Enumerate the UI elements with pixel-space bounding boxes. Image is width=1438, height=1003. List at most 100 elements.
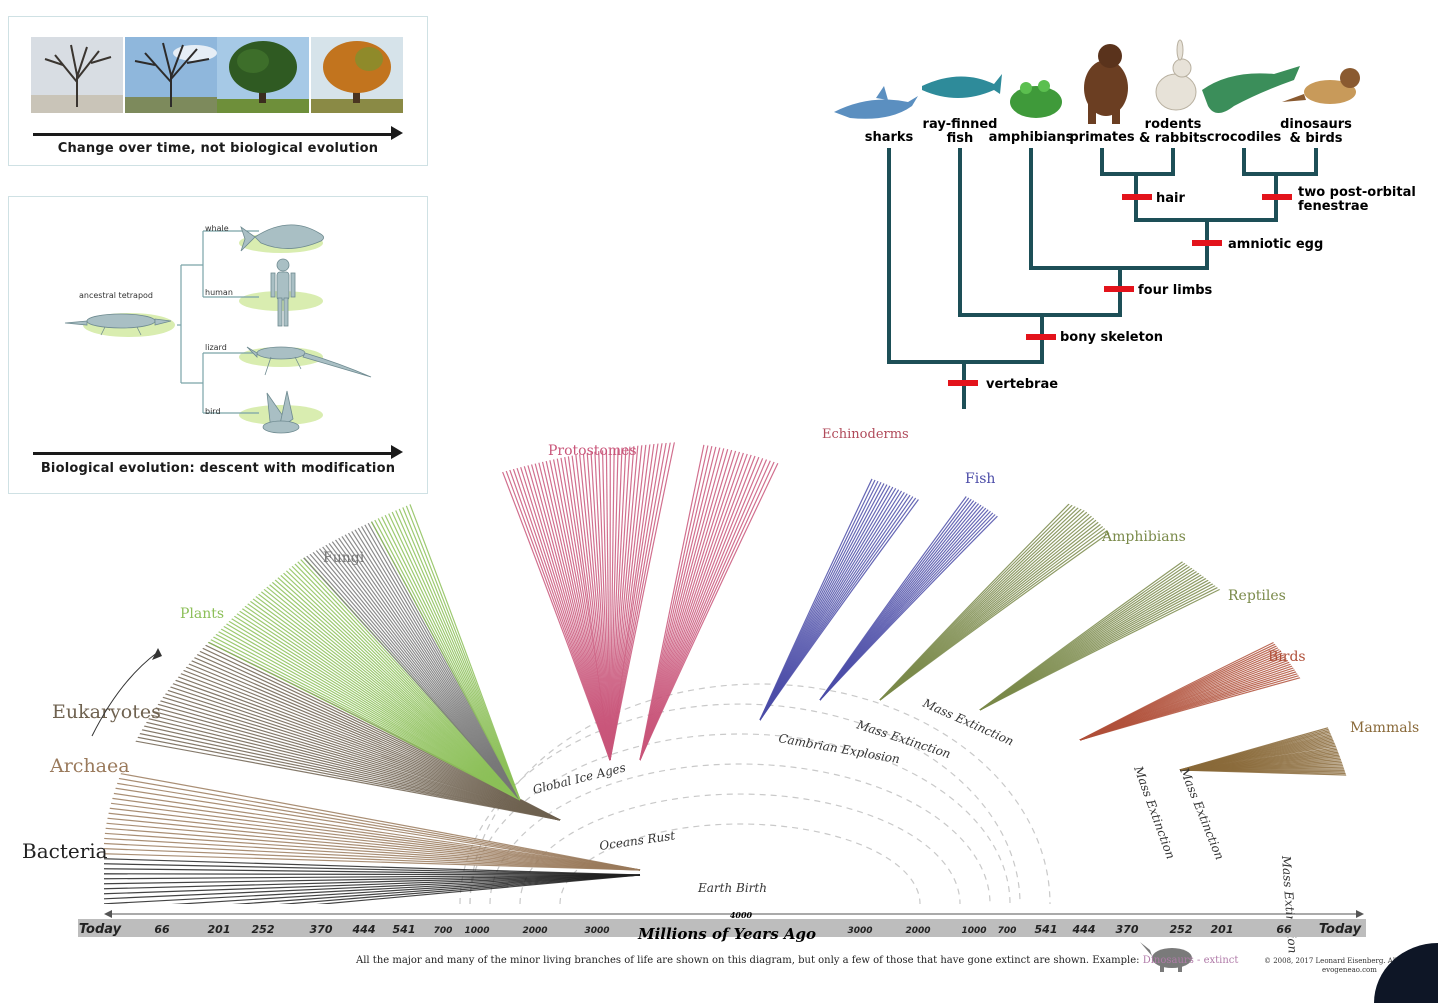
axis-left-label: 66	[154, 923, 170, 936]
branch-line	[104, 821, 641, 871]
bird-icon	[262, 390, 300, 434]
human-label: human	[205, 288, 233, 297]
taxon-dinosaurs-l1: dinosaurs	[1280, 117, 1352, 132]
descent-arrow-head	[391, 445, 403, 459]
branch-line	[1079, 653, 1314, 741]
branch-line	[104, 861, 641, 876]
frog-icon	[1010, 80, 1062, 118]
descent-arrow	[33, 452, 395, 455]
axis-right-label: 1000	[961, 926, 986, 936]
branch-line	[759, 484, 888, 721]
group-archaea: Archaea	[49, 755, 130, 777]
branch-line	[1079, 660, 1317, 741]
branch-line	[104, 855, 641, 876]
ancestor-label: ancestral tetrapod	[79, 291, 153, 300]
branch-line	[104, 762, 641, 871]
branch-line	[104, 872, 641, 876]
branch-line	[104, 874, 641, 904]
group-eukaryotes: Eukaryotes	[52, 701, 161, 723]
event-earth-birth: Earth Birth	[697, 881, 767, 895]
time-arrow-head	[391, 126, 403, 140]
branch-line	[104, 827, 641, 871]
crocodile-icon	[1202, 66, 1300, 113]
taxon-rodents-l1: rodents	[1145, 117, 1202, 132]
footnote: All the major and many of the minor livi…	[356, 955, 1238, 966]
vertebrate-cladogram: sharks ray-finned fish amphibians primat…	[834, 39, 1416, 409]
axis-right-label: Today	[1319, 922, 1362, 937]
axis-right-label: 2000	[905, 926, 930, 936]
axis-left-label: 1000	[464, 926, 489, 936]
taxon-dinosaurs-l2: & birds	[1289, 131, 1342, 146]
eukaryote-arrow	[91, 651, 159, 737]
group-fish: Fish	[965, 471, 995, 487]
axis-right-label: 541	[1035, 923, 1058, 936]
branch-line	[104, 838, 641, 871]
branch-line	[759, 480, 879, 721]
taxon-sharks: sharks	[865, 130, 914, 145]
branch-line	[759, 486, 894, 721]
credit-copyright: © 2008, 2017 Leonard Eisenberg. All righ…	[1264, 957, 1438, 965]
axis-left-label: 541	[393, 923, 416, 936]
branch-line	[759, 478, 873, 721]
shark-icon	[834, 86, 918, 119]
axis-left-label: 2000	[522, 926, 547, 936]
time-axis-bar	[78, 919, 1366, 937]
branch-line	[819, 496, 967, 701]
branch-line	[639, 461, 775, 761]
branch-line	[104, 867, 641, 876]
event-oceans-rust: Oceans Rust	[598, 828, 676, 853]
trait-bony-skeleton: bony skeleton	[1060, 330, 1163, 345]
branch-fan	[104, 440, 1366, 904]
branch-line	[1079, 655, 1315, 741]
trait-hair: hair	[1156, 191, 1185, 206]
branch-line	[104, 874, 641, 904]
branch-line	[104, 874, 641, 880]
branch-line	[104, 874, 641, 904]
event-mass-extinction-5: Mass Extinction	[1279, 854, 1300, 954]
axis-right-label: 444	[1072, 923, 1096, 936]
event-mass-extinction-4: Mass Extinction	[1177, 765, 1227, 862]
branch-line	[1079, 629, 1300, 741]
branch-line	[104, 757, 641, 871]
trees-caption: Change over time, not biological evoluti…	[57, 141, 379, 156]
branch-line	[104, 803, 641, 871]
branch-line	[609, 440, 648, 761]
group-fungi: Fungi	[323, 550, 365, 566]
branch-line	[639, 451, 741, 761]
time-arrow	[33, 133, 395, 136]
branch-line	[639, 444, 705, 761]
bird-sparrow-icon	[1282, 68, 1360, 104]
orange-tree-autumn-image	[311, 37, 403, 113]
branch-line	[879, 500, 1073, 701]
footnote-text: All the major and many of the minor livi…	[356, 955, 1143, 966]
axis-left-label: 201	[208, 923, 231, 936]
tetrapod-icon	[64, 313, 172, 336]
axis-title: Millions of Years Ago	[637, 925, 816, 943]
branch-line	[576, 440, 611, 761]
branch-line	[572, 440, 611, 761]
group-reptiles: Reptiles	[1228, 588, 1286, 604]
branch-line	[104, 791, 641, 871]
axis-left-label: 3000	[584, 926, 609, 936]
bird-label: bird	[205, 407, 221, 416]
taxon-amphibians: amphibians	[989, 130, 1074, 145]
trait-four-limbs: four limbs	[1138, 283, 1213, 298]
axis-left-label: Today	[79, 922, 122, 937]
branch-line	[104, 874, 641, 892]
branch-line	[639, 455, 756, 761]
primate-icon	[1084, 44, 1128, 124]
branch-line	[104, 874, 641, 898]
branch-line	[759, 485, 891, 721]
branch-line	[104, 768, 641, 871]
group-plants: Plants	[180, 606, 224, 622]
cladogram-branches	[887, 148, 1318, 409]
branch-line	[104, 844, 641, 871]
branch-line	[639, 447, 721, 761]
branch-line	[104, 874, 641, 886]
descent-diagram	[64, 224, 372, 434]
time-axis-labels: Today 66 201 252 370 444 541 700 1000 2000 3000 300…	[79, 922, 1362, 937]
credit-site: evogeneao.com	[1322, 966, 1377, 974]
branch-line	[104, 874, 641, 904]
branch-line	[104, 832, 641, 871]
axis-right-label: 252	[1170, 923, 1193, 936]
